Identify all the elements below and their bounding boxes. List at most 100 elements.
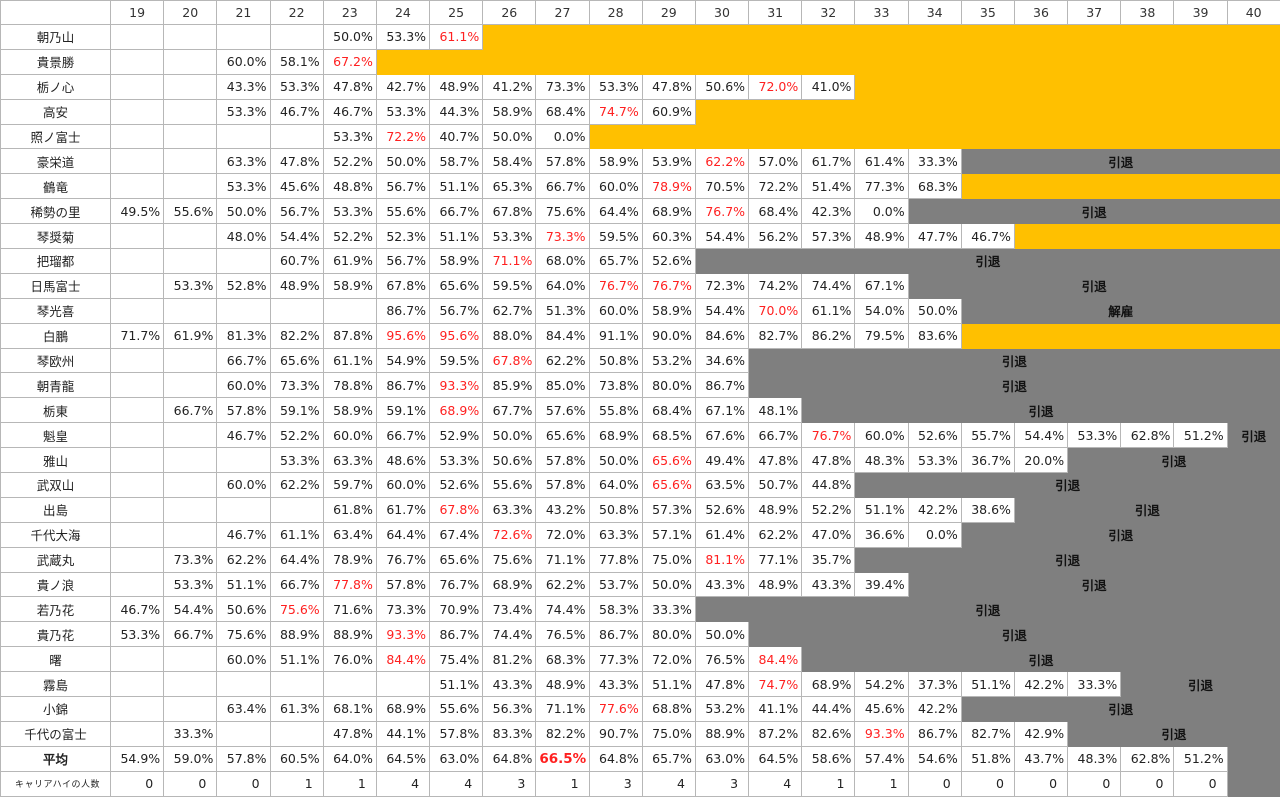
winrate-cell[interactable]: 60.0%	[854, 422, 909, 449]
wrestler-name[interactable]: 琴欧州	[0, 347, 111, 374]
winrate-cell[interactable]: 39.4%	[854, 571, 909, 598]
winrate-cell[interactable]	[269, 496, 324, 523]
year-header-34[interactable]: 34	[907, 0, 962, 25]
winrate-cell[interactable]: 60.0%	[216, 646, 271, 673]
winrate-cell[interactable]: 88.9%	[269, 621, 324, 648]
winrate-cell[interactable]: 50.6%	[216, 596, 271, 623]
winrate-cell[interactable]: 58.4%	[482, 148, 537, 175]
winrate-cell[interactable]	[269, 720, 324, 747]
year-header-24[interactable]: 24	[375, 0, 431, 25]
winrate-cell[interactable]: 56.7%	[269, 198, 324, 225]
winrate-cell[interactable]: 65.6%	[641, 472, 696, 498]
winrate-cell[interactable]: 50.0%	[216, 198, 271, 225]
winrate-cell[interactable]: 56.7%	[429, 297, 484, 324]
wrestler-name[interactable]: 霧島	[0, 671, 111, 698]
winrate-cell[interactable]: 65.6%	[429, 272, 484, 299]
average-cell[interactable]: 64.5%	[748, 745, 803, 772]
count-cell[interactable]: 3	[694, 770, 750, 797]
winrate-cell[interactable]: 46.7%	[322, 98, 377, 125]
winrate-cell[interactable]: 86.2%	[801, 322, 856, 349]
winrate-cell[interactable]: 59.1%	[375, 397, 431, 424]
winrate-cell[interactable]: 60.0%	[216, 48, 271, 75]
winrate-cell[interactable]	[163, 48, 218, 75]
wrestler-name[interactable]: 照ノ富士	[0, 123, 111, 150]
winrate-cell[interactable]: 53.9%	[641, 148, 696, 175]
winrate-cell[interactable]: 36.7%	[960, 447, 1015, 474]
winrate-cell[interactable]: 63.4%	[322, 521, 377, 548]
winrate-cell[interactable]	[109, 646, 165, 673]
winrate-cell[interactable]: 86.7%	[375, 372, 431, 399]
winrate-cell[interactable]	[216, 496, 271, 523]
winrate-cell[interactable]	[109, 372, 165, 399]
year-header-20[interactable]: 20	[163, 0, 218, 25]
winrate-cell[interactable]: 54.4%	[269, 223, 324, 250]
winrate-cell[interactable]	[163, 646, 218, 673]
winrate-cell[interactable]	[109, 671, 165, 698]
winrate-cell[interactable]: 61.8%	[322, 496, 377, 523]
winrate-cell[interactable]: 42.9%	[1013, 720, 1069, 747]
winrate-cell[interactable]: 58.9%	[429, 248, 484, 274]
winrate-cell[interactable]: 73.8%	[588, 372, 643, 399]
winrate-cell[interactable]: 51.1%	[854, 496, 909, 523]
winrate-cell[interactable]	[109, 521, 165, 548]
winrate-cell[interactable]: 72.0%	[748, 73, 803, 100]
winrate-cell[interactable]: 68.9%	[429, 397, 484, 424]
winrate-cell[interactable]: 65.6%	[535, 422, 590, 449]
winrate-cell[interactable]: 76.0%	[322, 646, 377, 673]
winrate-cell[interactable]: 53.3%	[216, 98, 271, 125]
winrate-cell[interactable]: 43.3%	[801, 571, 856, 598]
average-cell[interactable]: 65.7%	[641, 745, 696, 772]
winrate-cell[interactable]: 68.1%	[322, 696, 377, 722]
winrate-cell[interactable]: 57.8%	[429, 720, 484, 747]
winrate-cell[interactable]: 51.1%	[269, 646, 324, 673]
wrestler-name[interactable]: 貴乃花	[0, 621, 111, 648]
winrate-cell[interactable]: 72.0%	[641, 646, 696, 673]
winrate-cell[interactable]: 53.3%	[429, 447, 484, 474]
winrate-cell[interactable]	[109, 447, 165, 474]
average-cell[interactable]: 58.6%	[801, 745, 856, 772]
winrate-cell[interactable]: 73.4%	[482, 596, 537, 623]
winrate-cell[interactable]: 46.7%	[216, 422, 271, 449]
winrate-cell[interactable]: 52.2%	[269, 422, 324, 449]
count-cell[interactable]: 0	[907, 770, 962, 797]
winrate-cell[interactable]: 48.9%	[429, 73, 484, 100]
winrate-cell[interactable]: 59.5%	[588, 223, 643, 250]
winrate-cell[interactable]: 68.3%	[535, 646, 590, 673]
winrate-cell[interactable]: 43.3%	[482, 671, 537, 698]
winrate-cell[interactable]: 61.1%	[801, 297, 856, 324]
wrestler-name[interactable]: 栃ノ心	[0, 73, 111, 100]
wrestler-name[interactable]: 栃東	[0, 397, 111, 424]
winrate-cell[interactable]: 78.9%	[322, 546, 377, 573]
winrate-cell[interactable]: 81.3%	[216, 322, 271, 349]
winrate-cell[interactable]: 55.6%	[482, 472, 537, 498]
count-cell[interactable]: 1	[322, 770, 377, 797]
winrate-cell[interactable]: 33.3%	[907, 148, 962, 175]
winrate-cell[interactable]: 52.2%	[322, 148, 377, 175]
count-cell[interactable]: 4	[641, 770, 696, 797]
winrate-cell[interactable]: 61.7%	[375, 496, 431, 523]
winrate-cell[interactable]: 53.3%	[322, 123, 377, 150]
winrate-cell[interactable]: 51.1%	[216, 571, 271, 598]
winrate-cell[interactable]: 35.7%	[801, 546, 856, 573]
count-cell[interactable]: 1	[801, 770, 856, 797]
winrate-cell[interactable]: 49.4%	[694, 447, 750, 474]
count-cell[interactable]: 0	[1013, 770, 1069, 797]
winrate-cell[interactable]: 75.4%	[429, 646, 484, 673]
winrate-cell[interactable]: 86.7%	[694, 372, 750, 399]
wrestler-name[interactable]: 琴光喜	[0, 297, 111, 324]
winrate-cell[interactable]: 46.7%	[960, 223, 1015, 250]
wrestler-name[interactable]: 高安	[0, 98, 111, 125]
winrate-cell[interactable]: 64.0%	[588, 472, 643, 498]
winrate-cell[interactable]: 50.0%	[322, 24, 377, 50]
winrate-cell[interactable]: 74.7%	[588, 98, 643, 125]
winrate-cell[interactable]: 82.7%	[748, 322, 803, 349]
winrate-cell[interactable]: 58.3%	[588, 596, 643, 623]
wrestler-name[interactable]: 貴ノ浪	[0, 571, 111, 598]
winrate-cell[interactable]: 50.0%	[375, 148, 431, 175]
winrate-cell[interactable]: 41.0%	[801, 73, 856, 100]
average-cell[interactable]: 66.5%	[535, 745, 590, 772]
wrestler-name[interactable]: 武蔵丸	[0, 546, 111, 573]
winrate-cell[interactable]	[216, 671, 271, 698]
career-high-count-label[interactable]: キャリアハイの人数	[0, 770, 111, 797]
winrate-cell[interactable]: 88.0%	[482, 322, 537, 349]
